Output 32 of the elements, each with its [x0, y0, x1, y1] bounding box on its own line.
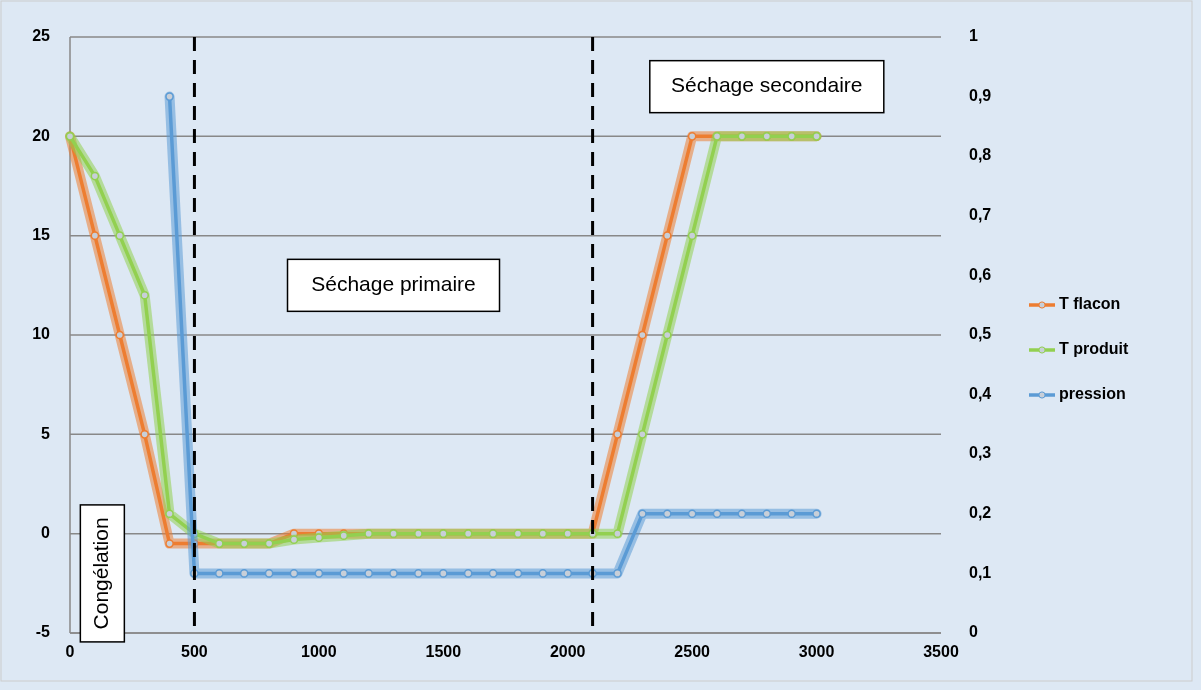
x-tick-label: 3500 — [923, 643, 959, 661]
annotation: Séchage secondaire — [671, 73, 863, 97]
annotation: Congélation — [88, 517, 112, 630]
y2-tick-label: 0,9 — [969, 86, 992, 104]
y2-tick-label: 0,7 — [969, 206, 992, 224]
y-tick-label: -5 — [35, 623, 51, 641]
legend-label: T produit — [1059, 340, 1129, 358]
y-tick-label: 25 — [32, 27, 51, 45]
y2-tick-label: 0,4 — [969, 384, 992, 402]
y2-tick-label: 0,1 — [969, 563, 992, 581]
x-tick-label: 1500 — [425, 643, 462, 661]
y2-tick-label: 0,3 — [969, 444, 992, 462]
y-tick-label: 20 — [32, 126, 51, 144]
legend-label: T flacon — [1059, 295, 1121, 313]
annotation: Séchage primaire — [311, 271, 476, 295]
y2-tick-label: 0,2 — [969, 504, 992, 522]
x-tick-label: 0 — [65, 643, 75, 661]
y2-tick-label: 1 — [969, 27, 978, 45]
x-tick-label: 3000 — [798, 643, 835, 661]
x-tick-label: 500 — [181, 643, 208, 661]
legend-label: pression — [1059, 385, 1126, 403]
x-tick-label: 1000 — [301, 643, 337, 661]
y-tick-label: 5 — [41, 424, 51, 442]
y2-tick-label: 0,6 — [969, 265, 992, 283]
x-tick-label: 2500 — [674, 643, 711, 661]
y-tick-label: 15 — [32, 225, 51, 243]
y-tick-label: 0 — [41, 523, 51, 541]
y2-tick-label: 0,8 — [969, 146, 992, 164]
y2-tick-label: 0,5 — [969, 325, 992, 343]
y-tick-label: 10 — [32, 325, 51, 343]
x-tick-label: 2000 — [549, 643, 586, 661]
y2-tick-label: 0 — [969, 623, 978, 641]
